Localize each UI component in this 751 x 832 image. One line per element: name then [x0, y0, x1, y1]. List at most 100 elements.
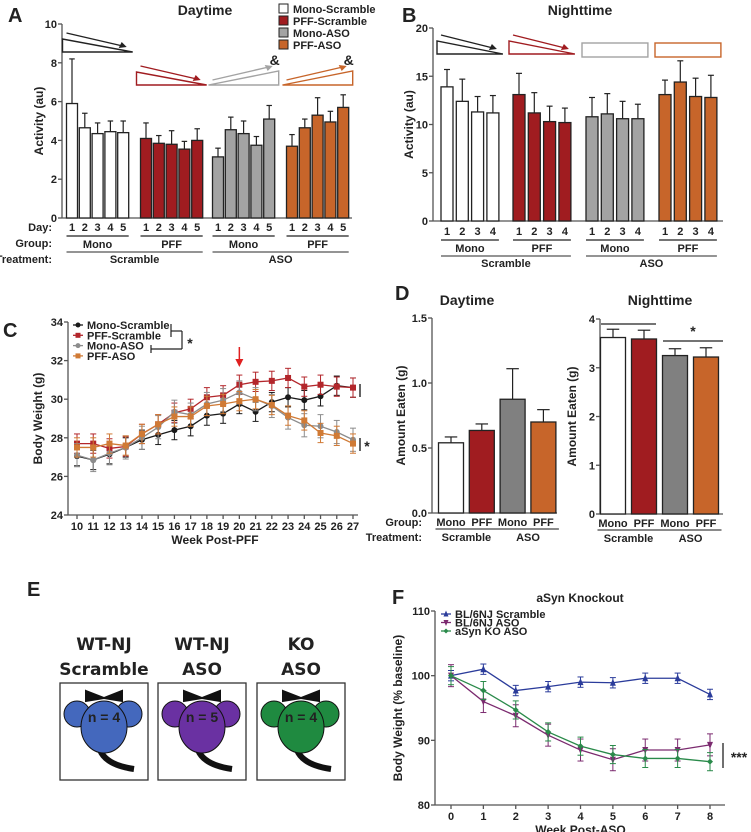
day-label: 1 [289, 222, 295, 234]
data-point [317, 381, 324, 388]
x-tick-label: 12 [103, 521, 115, 533]
x-axis-label: Week Post-PFF [171, 533, 258, 547]
day-label: 2 [156, 222, 162, 234]
treatment-label: Scramble [604, 533, 654, 545]
group-title-line2: Scramble [59, 660, 148, 680]
chart-title: aSyn Knockout [536, 591, 623, 605]
bar-mono-scramble [78, 127, 91, 219]
data-point [252, 396, 259, 403]
data-point [75, 353, 81, 359]
legend-swatch [278, 15, 289, 26]
bar-mono [661, 354, 689, 515]
y-tick-label: 34 [51, 317, 64, 329]
y-tick-label: 32 [51, 356, 63, 368]
mouse-head [277, 700, 325, 754]
legend-entry: BL/6NJ ASO [455, 618, 520, 630]
data-point [74, 444, 80, 451]
legend-swatch [278, 3, 289, 14]
bar-pff-scramble [191, 139, 204, 219]
panel-label-B: B [402, 5, 416, 27]
mouse-head [80, 700, 128, 754]
legend-entry: BL/6NJ Scramble [455, 609, 545, 621]
data-point [236, 398, 243, 405]
bar-mono-scramble [486, 112, 500, 222]
data-point [333, 432, 340, 439]
x-tick-label: 20 [233, 521, 245, 533]
y-tick-label: 0.0 [412, 508, 427, 520]
trend-arrowhead [338, 65, 347, 71]
y-tick-label: 0 [589, 509, 595, 521]
data-point [443, 628, 449, 634]
row-label-treatment: Treatment: [366, 532, 422, 544]
data-point [285, 374, 292, 381]
panel-label-D: D [395, 283, 409, 305]
legend-entry: Mono-Scramble [293, 4, 376, 16]
data-point [707, 690, 713, 698]
group-title-line2: ASO [182, 660, 222, 680]
data-point [220, 401, 227, 408]
data-point [480, 687, 487, 694]
trend-arrowhead [192, 75, 201, 81]
significance-star: * [364, 438, 370, 454]
group-label: Mono [660, 518, 690, 530]
bar-mono-scramble [91, 132, 104, 219]
panel-label-C: C [3, 320, 17, 342]
treatment-label: ASO [269, 254, 293, 266]
x-tick-label: 27 [347, 521, 359, 533]
day-label: 3 [693, 226, 699, 238]
y-axis-label: Amount Eaten (g) [565, 367, 579, 467]
day-label: 4 [635, 226, 642, 238]
data-point [350, 440, 356, 447]
group-label: Mono [229, 239, 259, 251]
data-point [90, 444, 97, 451]
day-label: 2 [459, 226, 465, 238]
bow-icon [183, 689, 221, 703]
bar-mono-aso [224, 129, 237, 219]
significance-ampersand: & [344, 52, 354, 68]
data-point [642, 674, 649, 682]
group-label: PFF [471, 517, 492, 529]
data-point [707, 741, 713, 749]
trend-indicator-decrease [436, 34, 504, 55]
day-label: 1 [589, 226, 595, 238]
y-tick-label: 80 [418, 800, 430, 812]
panel-D-night-chart: Nighttime 0 1 2 3 4 Amount Eaten (g) Mono PFF Mon… [565, 292, 723, 545]
day-label: 5 [340, 222, 346, 234]
data-point [545, 728, 552, 735]
data-point [333, 383, 340, 390]
significance-star: * [690, 323, 696, 339]
data-point [512, 686, 519, 694]
trend-triangle [135, 71, 207, 86]
x-tick-label: 2 [513, 811, 519, 823]
data-point [350, 384, 356, 391]
data-point [138, 430, 145, 437]
trend-triangle [436, 40, 504, 55]
mouse-card: KO ASO n = 4 [256, 635, 346, 781]
bar-pff [630, 338, 658, 515]
trend-arrowhead [488, 44, 497, 50]
data-point [674, 674, 681, 682]
trend-arrow [440, 34, 494, 49]
x-tick-label: 5 [610, 811, 616, 823]
bar-mono [499, 398, 526, 514]
y-tick-label: 10 [416, 120, 428, 132]
bar-mono-aso [615, 118, 630, 222]
chart-title: Nighttime [548, 2, 613, 18]
legend-entry: Mono-ASO [87, 341, 144, 353]
trend-triangle [61, 38, 133, 53]
day-label: 2 [531, 226, 537, 238]
bar-pff-scramble [527, 112, 541, 222]
day-label: 1 [444, 226, 450, 238]
legend-entry: PFF-Scramble [293, 16, 367, 28]
trend-indicator-decrease [508, 34, 576, 55]
bar-pff [530, 421, 557, 514]
day-label: 2 [677, 226, 683, 238]
day-label: 5 [120, 222, 126, 234]
y-axis-label: Activity (au) [402, 90, 416, 159]
x-tick-label: 4 [577, 811, 584, 823]
treatment-label: ASO [679, 533, 703, 545]
